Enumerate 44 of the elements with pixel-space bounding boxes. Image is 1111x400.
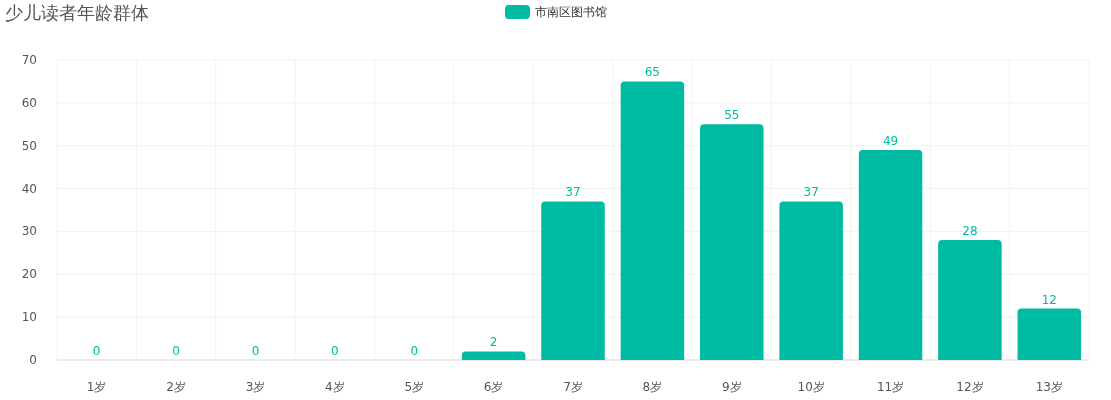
- bar: [779, 201, 843, 360]
- chart-title: 少儿读者年龄群体: [5, 2, 149, 23]
- x-tick-label: 6岁: [483, 380, 504, 394]
- y-tick-label: 10: [21, 310, 37, 325]
- data-label: 0: [410, 344, 419, 358]
- data-label: 55: [724, 108, 740, 123]
- y-tick-label: 60: [21, 95, 37, 110]
- bar: [541, 201, 605, 360]
- data-label: 28: [962, 224, 978, 238]
- y-tick-label: 0: [29, 353, 37, 367]
- x-tick-label: 12岁: [956, 380, 984, 394]
- data-label: 0: [331, 344, 339, 358]
- y-tick-label: 30: [21, 224, 37, 239]
- bar: [700, 124, 764, 360]
- data-label: 12: [1041, 292, 1057, 307]
- x-tick-label: 9岁: [721, 380, 742, 394]
- data-label: 65: [644, 65, 661, 80]
- x-tick-label: 7岁: [563, 380, 583, 394]
- data-label: 0: [251, 344, 260, 358]
- x-tick-label: 11岁: [876, 380, 905, 394]
- data-label: 0: [92, 344, 101, 358]
- bar: [938, 240, 1002, 360]
- y-tick-label: 50: [21, 138, 37, 153]
- data-label: 2: [489, 335, 498, 350]
- bar: [858, 150, 923, 360]
- x-tick-label: 10岁: [797, 380, 825, 394]
- x-tick-label: 2岁: [166, 380, 186, 394]
- y-tick-label: 70: [21, 53, 37, 67]
- y-tick-label: 40: [21, 181, 37, 196]
- bar: [1017, 308, 1082, 360]
- legend-label: 市南区图书馆: [535, 5, 607, 19]
- x-tick-label: 8岁: [642, 380, 663, 394]
- x-tick-label: 5岁: [404, 380, 425, 394]
- x-tick-label: 3岁: [245, 380, 266, 394]
- x-tick-label: 13岁: [1035, 380, 1063, 394]
- data-label: 0: [172, 344, 180, 358]
- x-tick-label: 4岁: [325, 380, 345, 394]
- bar: [461, 351, 526, 360]
- y-tick-label: 20: [21, 267, 37, 282]
- data-label: 37: [565, 185, 581, 200]
- data-label: 37: [803, 185, 819, 200]
- data-label: 49: [882, 134, 899, 148]
- x-tick-label: 1岁: [86, 380, 107, 394]
- bar: [620, 81, 685, 360]
